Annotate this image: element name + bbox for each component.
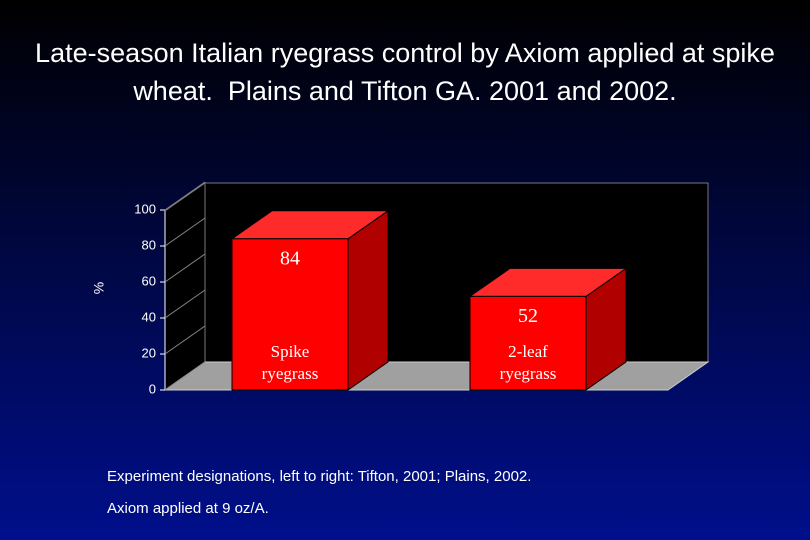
- y-axis-label: %: [91, 282, 107, 294]
- chart-title: Late-season Italian ryegrass control by …: [35, 38, 783, 106]
- grid-line: [164, 181, 206, 211]
- note: Experiment designations, left to right: …: [107, 468, 532, 485]
- y-tick-label: 80: [142, 237, 156, 252]
- y-tick-label: 60: [142, 273, 156, 288]
- y-tick-label: 0: [149, 381, 156, 396]
- y-tick-label: 40: [142, 309, 156, 324]
- data-label: 52: [518, 305, 538, 327]
- grid-line: [164, 217, 206, 247]
- bar: [231, 238, 349, 391]
- y-tick-label: 20: [142, 345, 156, 360]
- grid-line: [164, 325, 206, 355]
- bar-side: [347, 209, 389, 391]
- grid-line: [164, 361, 206, 391]
- x-tick-label: Spike ryegrass: [261, 342, 319, 383]
- y-tick-label: 100: [134, 201, 156, 216]
- bar: [469, 295, 587, 391]
- note: Axiom applied at 9 oz/A.: [107, 500, 269, 517]
- grid-line: [164, 253, 206, 283]
- data-label: 84: [280, 247, 300, 269]
- x-tick-label: 2-leaf ryegrass: [499, 342, 557, 383]
- grid-line: [164, 289, 206, 319]
- side-wall: [164, 182, 206, 391]
